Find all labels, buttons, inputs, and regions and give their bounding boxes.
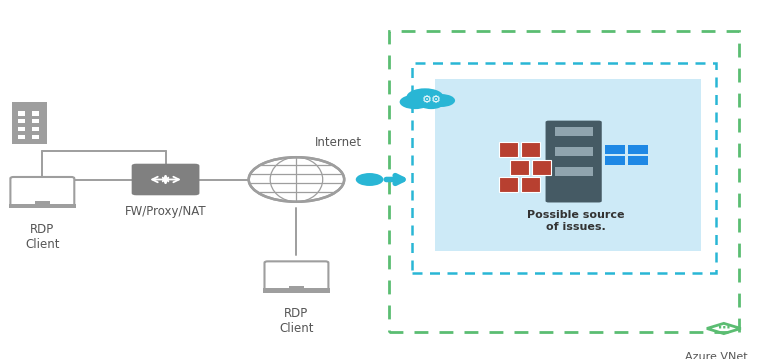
Text: RDP
Client: RDP Client xyxy=(25,223,59,251)
Bar xyxy=(554,127,593,136)
Bar xyxy=(9,204,75,208)
Bar xyxy=(605,145,625,154)
Text: Internet: Internet xyxy=(315,136,363,149)
FancyBboxPatch shape xyxy=(545,121,602,202)
Circle shape xyxy=(419,98,444,109)
Bar xyxy=(18,135,25,139)
FancyBboxPatch shape xyxy=(132,164,199,195)
Bar xyxy=(18,127,25,131)
Bar xyxy=(554,167,593,176)
Bar xyxy=(32,111,38,116)
Bar xyxy=(290,286,303,288)
Bar xyxy=(32,127,38,131)
FancyBboxPatch shape xyxy=(11,177,74,207)
Bar xyxy=(521,177,541,192)
Bar xyxy=(12,102,47,144)
Bar xyxy=(32,135,38,139)
Bar xyxy=(628,156,648,165)
Bar xyxy=(605,156,625,165)
Bar xyxy=(35,201,49,204)
Text: ⋯: ⋯ xyxy=(718,322,730,335)
Bar xyxy=(499,177,518,192)
Bar xyxy=(554,147,593,156)
Bar xyxy=(628,145,648,154)
Bar xyxy=(263,288,330,293)
Text: RDP
Client: RDP Client xyxy=(280,307,313,335)
Bar xyxy=(499,142,518,157)
Circle shape xyxy=(249,157,344,202)
Bar xyxy=(510,159,529,175)
Bar xyxy=(32,119,38,123)
Text: Azure VNet: Azure VNet xyxy=(685,352,748,359)
Bar xyxy=(435,79,701,251)
Circle shape xyxy=(356,173,383,186)
Circle shape xyxy=(400,95,430,109)
Circle shape xyxy=(427,94,455,107)
Text: Possible source
of issues.: Possible source of issues. xyxy=(527,210,624,232)
FancyBboxPatch shape xyxy=(265,261,328,291)
Bar xyxy=(18,119,25,123)
Bar xyxy=(18,111,25,116)
Bar xyxy=(521,142,541,157)
Bar xyxy=(532,159,551,175)
Text: FW/Proxy/NAT: FW/Proxy/NAT xyxy=(125,205,206,218)
Text: ⚙⚙: ⚙⚙ xyxy=(422,95,442,105)
Circle shape xyxy=(407,88,444,106)
